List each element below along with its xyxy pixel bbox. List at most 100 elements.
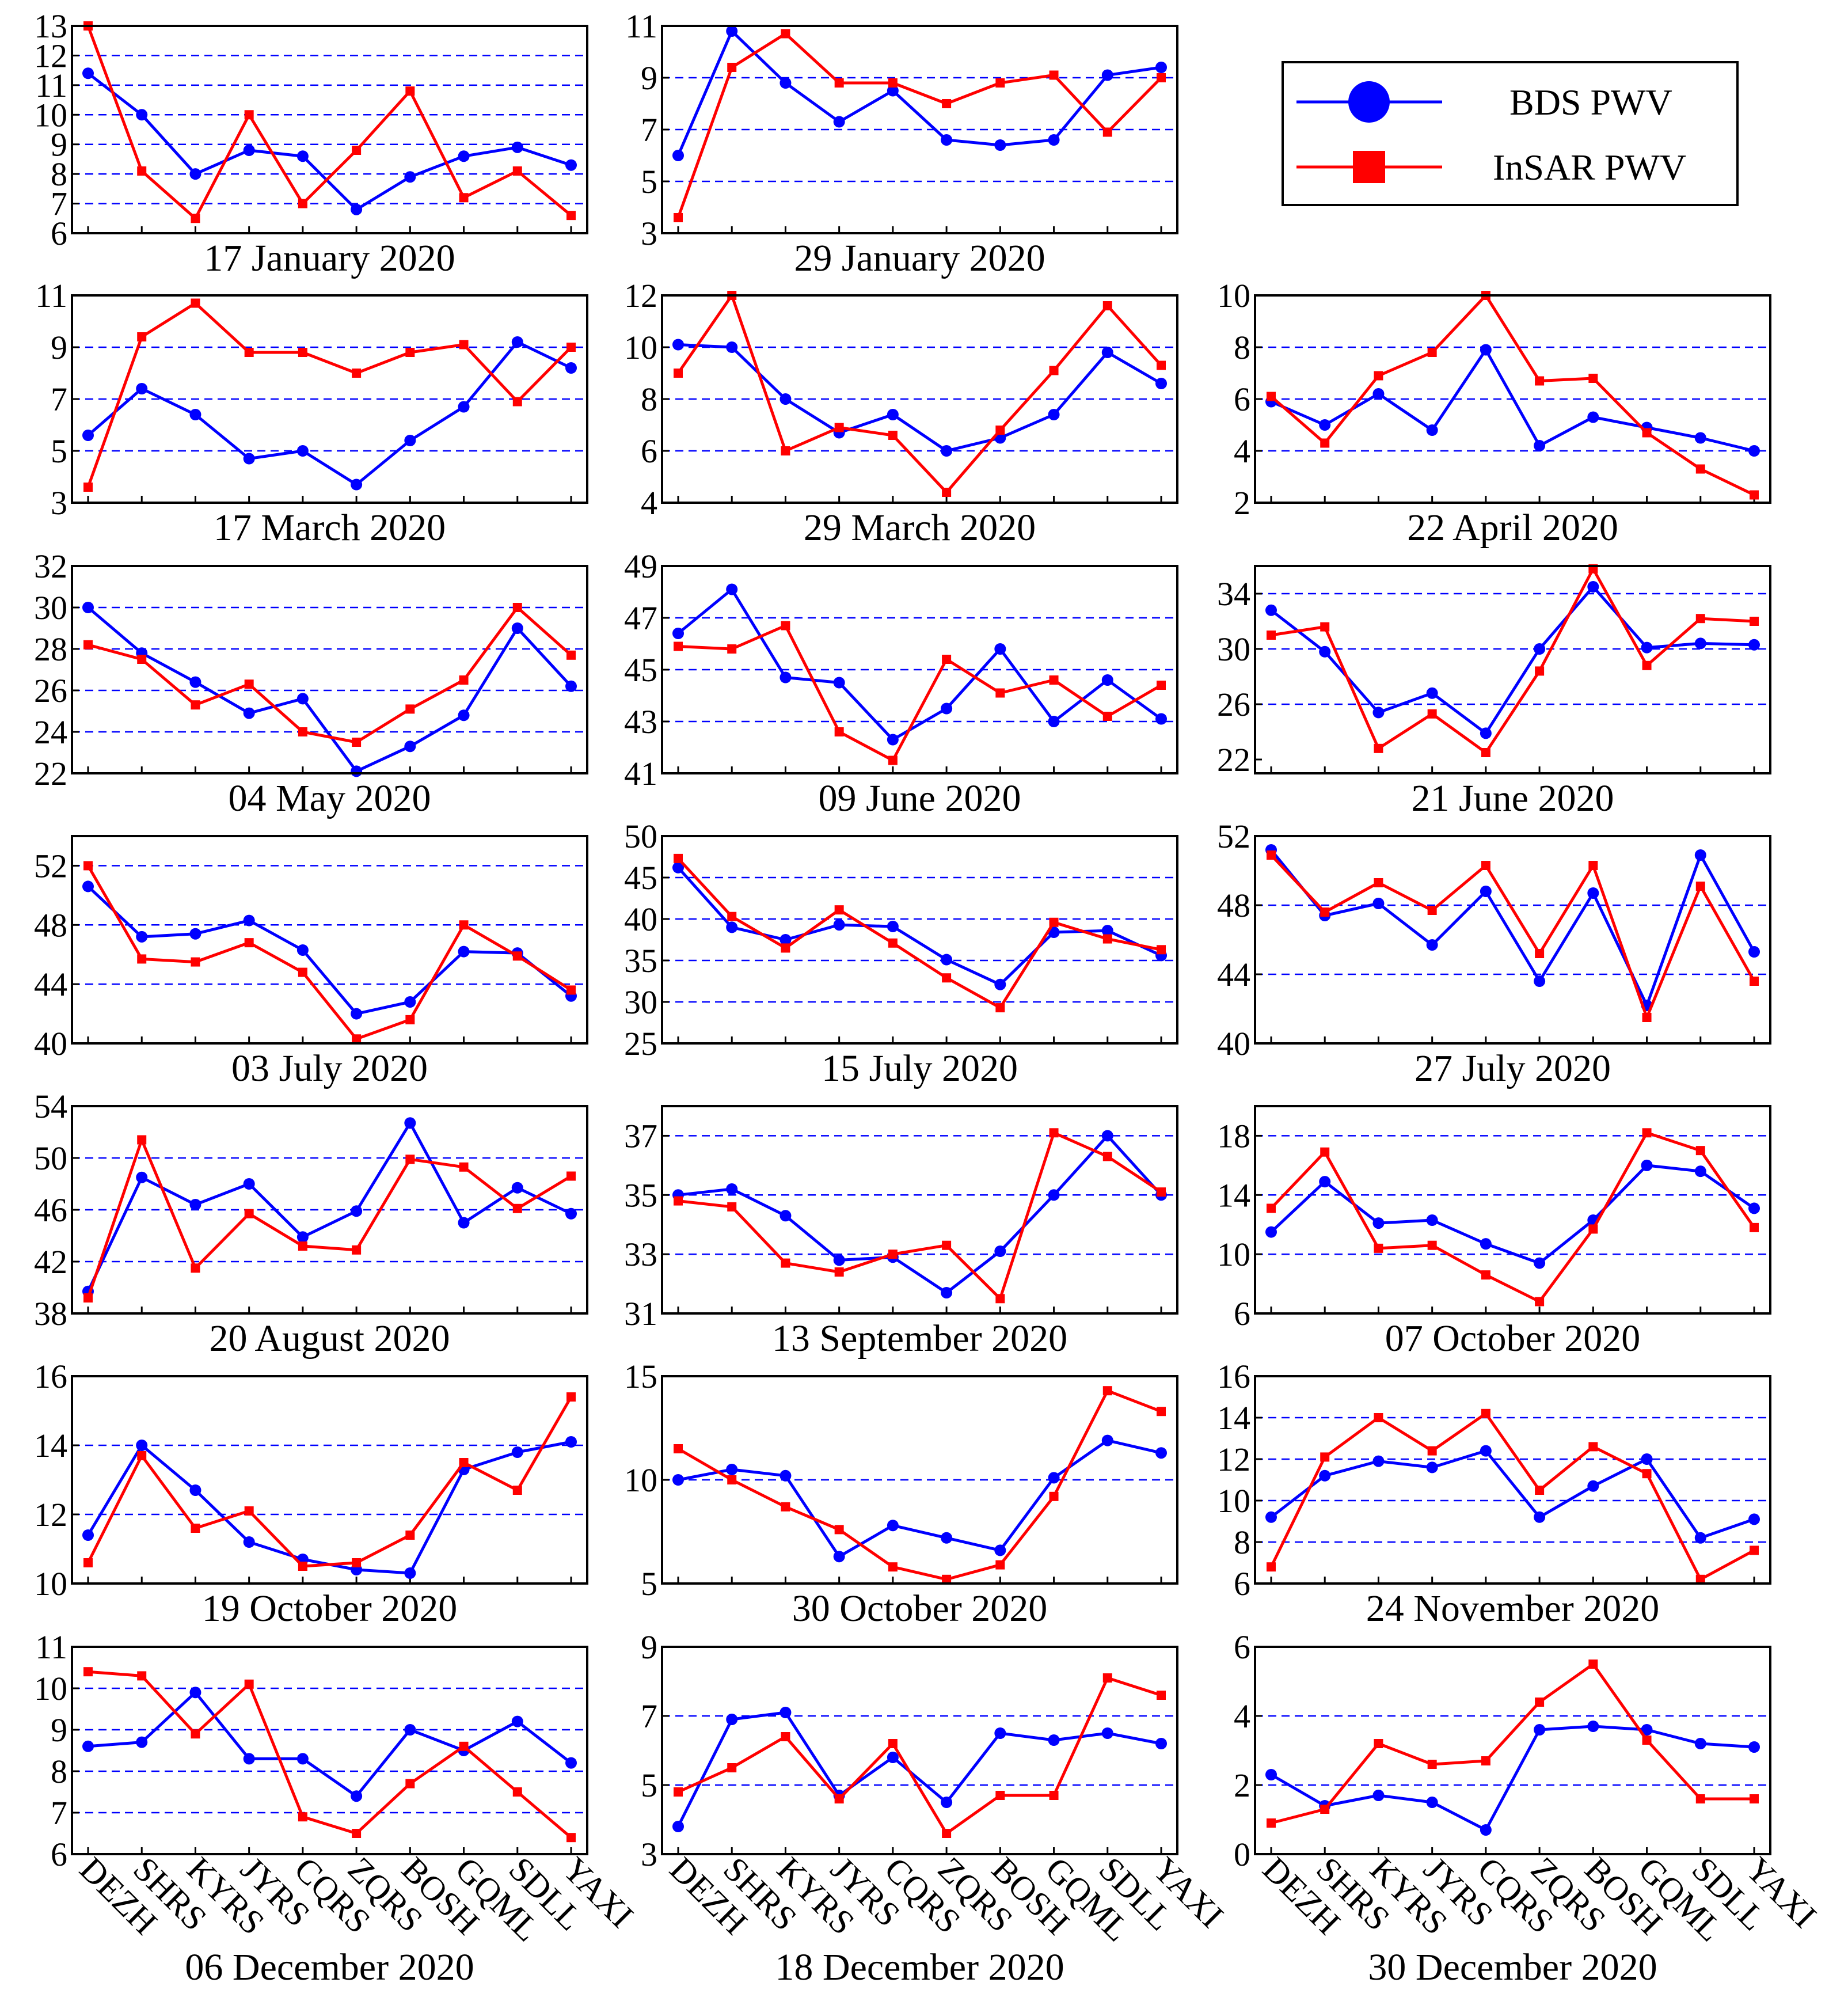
- data-point-bds: [1319, 1469, 1331, 1482]
- data-point-insar: [1535, 1297, 1545, 1307]
- data-point-bds: [1534, 643, 1546, 655]
- data-point-bds: [1101, 347, 1113, 358]
- data-point-insar: [1157, 1407, 1166, 1417]
- panel-title: 19 October 2020: [202, 1588, 458, 1630]
- y-tick-label: 9: [51, 329, 67, 366]
- y-tick-label: 54: [34, 1088, 67, 1125]
- data-point-insar: [405, 1531, 415, 1540]
- data-point-bds: [243, 145, 255, 156]
- data-point-insar: [1588, 1224, 1598, 1234]
- y-tick-label: 45: [624, 859, 657, 897]
- panel-title: 07 October 2020: [1385, 1317, 1641, 1360]
- data-point-bds: [672, 1474, 684, 1486]
- data-point-bds: [1748, 1741, 1760, 1753]
- data-point-insar: [566, 1833, 576, 1843]
- data-point-bds: [1694, 849, 1706, 861]
- data-point-insar: [1267, 392, 1276, 401]
- y-tick-label: 52: [1217, 818, 1250, 855]
- data-point-insar: [512, 166, 522, 176]
- data-point-insar: [405, 1155, 415, 1164]
- legend-marker-bds: [1348, 81, 1390, 123]
- y-tick-label: 11: [35, 277, 67, 314]
- data-point-insar: [83, 1293, 93, 1303]
- data-point-bds: [1265, 1511, 1277, 1523]
- data-point-insar: [1642, 660, 1652, 670]
- data-point-bds: [1694, 1532, 1706, 1544]
- data-point-bds: [404, 741, 416, 753]
- chart-panel: 3 5 7 9 11 29 January 2020: [625, 7, 1178, 279]
- data-point-bds: [887, 1752, 899, 1763]
- y-tick-label: 18: [1217, 1117, 1250, 1155]
- data-point-bds: [1694, 432, 1706, 444]
- data-point-insar: [1588, 861, 1598, 870]
- plot-frame: [661, 1375, 1178, 1585]
- data-point-bds: [1155, 378, 1167, 389]
- series-line-bds: [677, 588, 1162, 741]
- data-point-bds: [1101, 925, 1113, 937]
- y-tick-label: 16: [34, 1358, 67, 1395]
- series-line-insar: [677, 857, 1162, 1009]
- data-point-bds: [833, 116, 845, 128]
- data-point-bds: [1372, 1455, 1385, 1467]
- series-line-bds: [87, 885, 572, 1016]
- data-point-insar: [1535, 376, 1545, 386]
- data-point-insar: [1427, 906, 1437, 915]
- data-point-bds: [1480, 1824, 1492, 1836]
- plot-frame: [661, 25, 1178, 234]
- data-point-insar: [1374, 371, 1383, 381]
- series-line-insar: [677, 1389, 1162, 1581]
- data-point-insar: [83, 640, 93, 650]
- chart-panel: 41 43 45 47 49 09 June 2020: [624, 548, 1178, 819]
- data-point-bds: [189, 1199, 201, 1210]
- y-tick-label: 47: [624, 599, 657, 637]
- panel-title: 29 January 2020: [794, 237, 1045, 279]
- data-point-bds: [726, 1464, 738, 1475]
- y-tick-label: 42: [34, 1243, 67, 1281]
- panel-title: 18 December 2020: [775, 1946, 1064, 1988]
- data-point-insar: [781, 446, 790, 455]
- data-point-bds: [672, 150, 684, 161]
- plot-frame: [661, 1646, 1178, 1855]
- data-point-bds: [1319, 645, 1331, 658]
- panel-title: 15 July 2020: [822, 1047, 1018, 1089]
- data-point-insar: [566, 650, 576, 660]
- data-point-bds: [1748, 639, 1760, 651]
- data-point-insar: [1695, 1574, 1705, 1584]
- series-line-bds: [1270, 1449, 1755, 1540]
- data-point-insar: [298, 348, 307, 357]
- data-point-bds: [1426, 424, 1438, 436]
- plot-frame: [1254, 1646, 1771, 1855]
- y-tick-label: 41: [624, 755, 657, 792]
- data-point-insar: [1102, 1386, 1112, 1396]
- legend-box: [1282, 61, 1739, 206]
- plot-frame: [1254, 1105, 1771, 1315]
- data-point-insar: [995, 78, 1005, 88]
- series-line-bds: [1270, 849, 1756, 1007]
- data-point-insar: [566, 1392, 576, 1402]
- panel-title: 04 May 2020: [229, 777, 431, 819]
- data-point-bds: [243, 914, 255, 926]
- data-point-bds: [82, 1740, 94, 1752]
- data-point-bds: [833, 677, 845, 689]
- series-line-insar: [678, 624, 1162, 762]
- data-point-bds: [1426, 1214, 1438, 1226]
- data-point-insar: [1157, 360, 1166, 370]
- data-point-bds: [1534, 1257, 1546, 1269]
- data-point-insar: [1049, 1491, 1059, 1501]
- data-point-bds: [458, 401, 470, 413]
- y-tick-label: 34: [1217, 575, 1250, 613]
- data-point-insar: [1374, 1243, 1383, 1253]
- data-point-bds: [1480, 886, 1492, 897]
- series-line-bds: [87, 72, 572, 211]
- data-point-bds: [243, 1178, 255, 1190]
- y-tick-label: 14: [34, 1427, 67, 1464]
- data-point-bds: [672, 628, 684, 639]
- data-point-bds: [1641, 1724, 1653, 1736]
- y-tick-label: 12: [624, 277, 657, 314]
- data-point-insar: [191, 214, 200, 223]
- data-point-bds: [1694, 637, 1706, 650]
- data-point-insar: [459, 340, 469, 350]
- data-point-insar: [405, 348, 415, 357]
- data-point-bds: [404, 1117, 416, 1129]
- y-tick-label: 11: [35, 67, 67, 104]
